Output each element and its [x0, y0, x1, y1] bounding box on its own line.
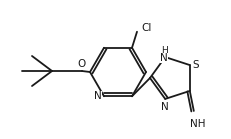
Text: O: O — [78, 59, 86, 69]
Text: S: S — [192, 60, 199, 70]
Text: N: N — [94, 91, 102, 101]
Text: H: H — [160, 46, 167, 55]
Text: NH: NH — [189, 119, 205, 129]
Text: N: N — [161, 102, 168, 112]
Text: N: N — [160, 53, 167, 63]
Text: Cl: Cl — [140, 23, 151, 33]
